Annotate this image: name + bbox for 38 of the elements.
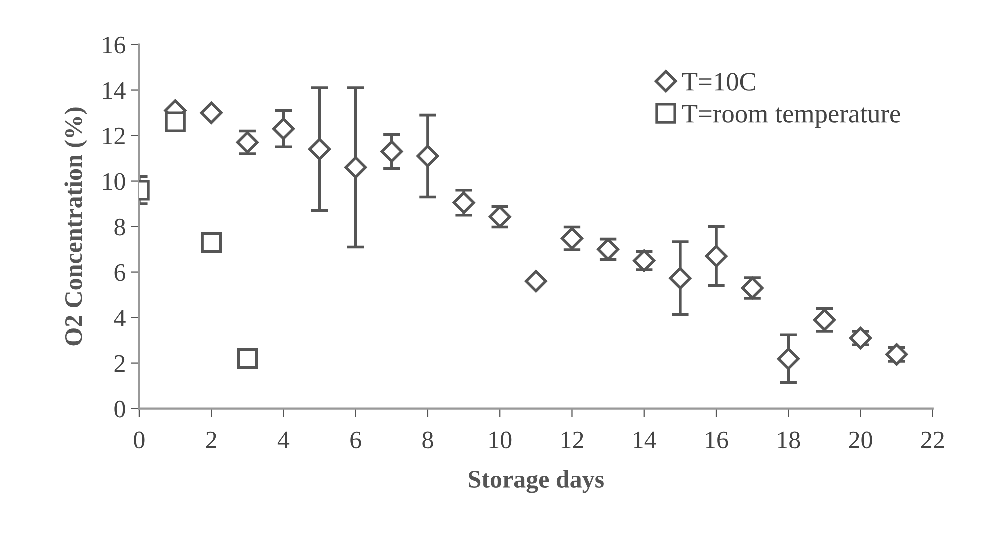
x-tick-label: 12 <box>562 432 584 448</box>
x-tick-label: 18 <box>778 432 800 449</box>
point <box>308 138 331 161</box>
x-tick-label: 8 <box>422 432 434 449</box>
point <box>165 112 186 133</box>
point <box>237 348 258 370</box>
y-tick-label: 0 <box>114 400 126 418</box>
point <box>777 348 800 370</box>
x-tick-label: 14 <box>634 432 656 448</box>
x-tick-label: 0 <box>134 432 145 449</box>
point <box>380 140 404 163</box>
y-tick-label: 14 <box>103 82 126 99</box>
point <box>200 102 223 124</box>
y-tick-label: 12 <box>103 128 125 144</box>
point <box>416 145 440 168</box>
y-tick-label: 4 <box>114 310 126 326</box>
point <box>705 245 728 268</box>
x-tick-label: 20 <box>849 432 872 449</box>
x-tick-label: 6 <box>350 432 362 449</box>
point <box>524 270 548 293</box>
y-tick-label: 16 <box>103 36 126 54</box>
point <box>344 156 368 179</box>
point <box>272 118 295 140</box>
x-axis-title: Storage days <box>469 470 604 494</box>
legend-label: T=room temperature <box>682 105 900 128</box>
y-tick-label: 10 <box>103 173 126 190</box>
legend-label: T=10C <box>682 73 756 91</box>
y-tick-label: 8 <box>114 218 126 236</box>
x-tick-label: 4 <box>278 432 290 448</box>
y-tick-label: 2 <box>114 355 125 372</box>
point <box>201 232 222 254</box>
x-tick-label: 22 <box>922 432 944 448</box>
y-tick-label: 6 <box>114 264 126 282</box>
x-tick-label: 10 <box>490 432 512 449</box>
point <box>669 267 692 290</box>
y-axis-title: O2 Concentration (%) <box>64 108 88 346</box>
x-tick-label: 16 <box>706 432 728 449</box>
x-tick-label: 2 <box>206 432 216 448</box>
